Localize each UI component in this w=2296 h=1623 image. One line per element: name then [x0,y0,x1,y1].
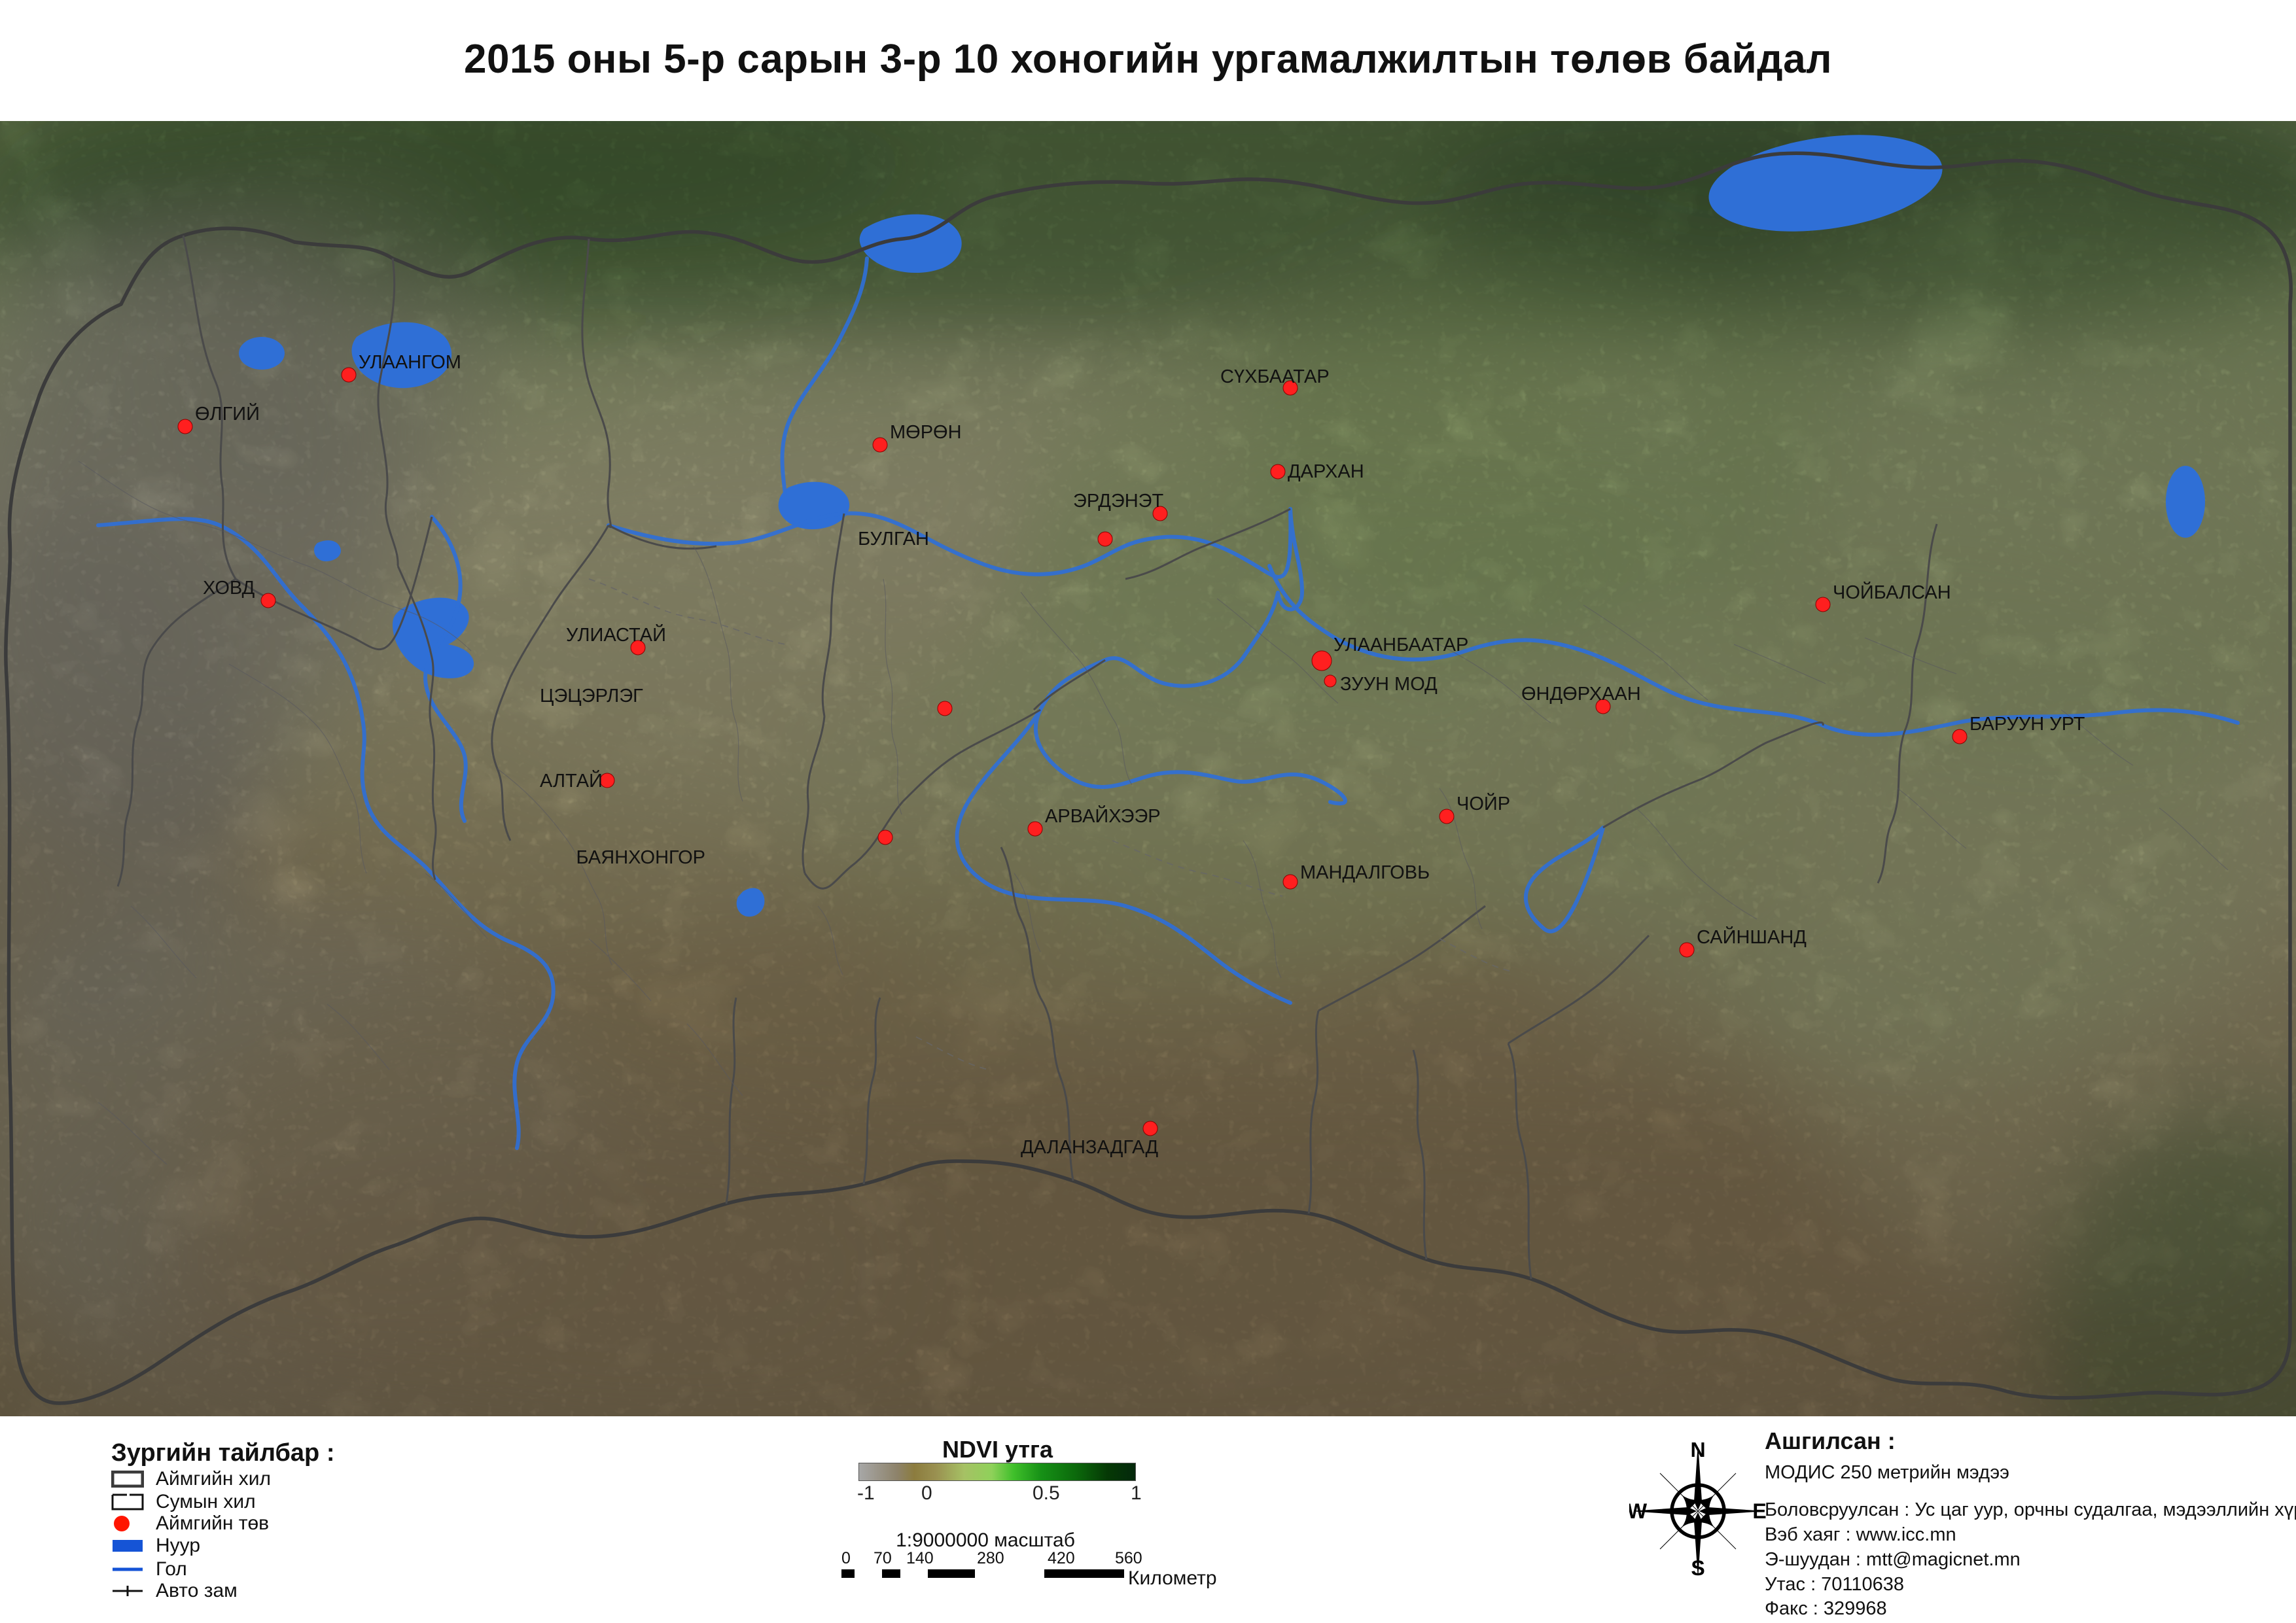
svg-text:УЛИАСТАЙ: УЛИАСТАЙ [566,623,666,646]
svg-text:МАНДАЛГОВЬ: МАНДАЛГОВЬ [1300,862,1430,883]
svg-text:МӨРӨН: МӨРӨН [890,422,962,443]
svg-text:БУЛГАН: БУЛГАН [858,529,929,550]
svg-text:БАРУУН УРТ: БАРУУН УРТ [1969,714,2085,735]
svg-text:САЙНШАНД: САЙНШАНД [1697,926,1807,948]
svg-text:W: W [1629,1499,1648,1523]
svg-text:ЭРДЭНЭТ: ЭРДЭНЭТ [1073,491,1164,512]
svg-text:ЧОЙР: ЧОЙР [1457,792,1510,814]
svg-text:БАЯНХОНГОР: БАЯНХОНГОР [576,847,705,868]
svg-text:АРВАЙХЭЭР: АРВАЙХЭЭР [1045,805,1161,827]
svg-text:УЛААНБААТАР: УЛААНБААТАР [1333,635,1468,655]
svg-text:ЗУУН МОД: ЗУУН МОД [1340,674,1438,695]
svg-text:ХОВД: ХОВД [203,578,255,599]
svg-text:E: E [1752,1499,1766,1523]
svg-text:S: S [1691,1556,1704,1580]
svg-text:АЛТАЙ: АЛТАЙ [540,769,603,792]
svg-text:ӨЛГИЙ: ӨЛГИЙ [195,402,260,425]
svg-text:СҮХБААТАР: СҮХБААТАР [1220,366,1330,387]
svg-text:УЛААНГОМ: УЛААНГОМ [359,352,461,373]
svg-text:ДАРХАН: ДАРХАН [1288,461,1364,482]
svg-text:ЧОЙБАЛСАН: ЧОЙБАЛСАН [1833,581,1951,603]
svg-text:N: N [1690,1442,1705,1461]
svg-text:ӨНДӨРХААН: ӨНДӨРХААН [1521,684,1641,705]
svg-text:ДАЛАНЗАДГАД: ДАЛАНЗАДГАД [1021,1137,1158,1158]
svg-text:ЦЭЦЭРЛЭГ: ЦЭЦЭРЛЭГ [540,686,643,707]
